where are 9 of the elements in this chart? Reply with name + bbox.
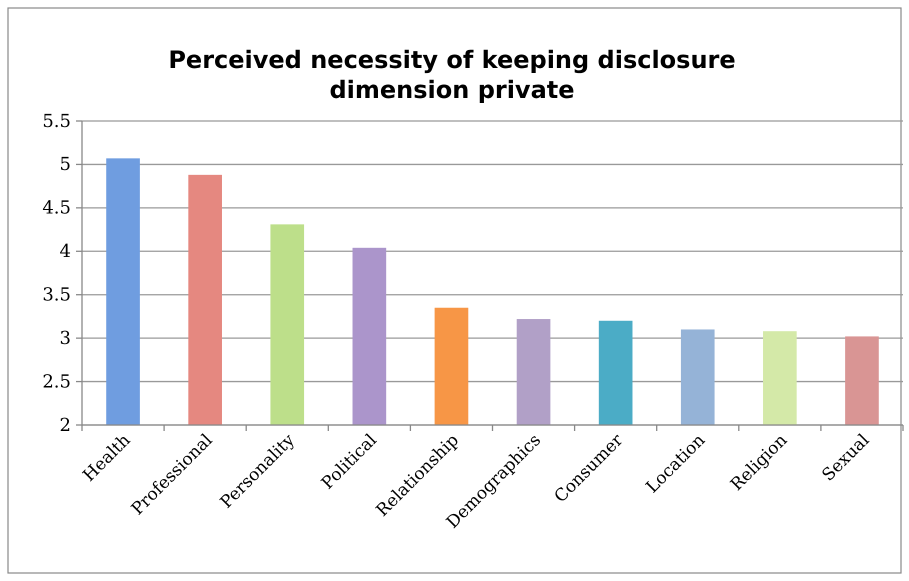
y-tick-label: 3.5 [42,284,71,306]
y-tick-label: 2.5 [42,371,71,392]
y-tick-label: 2 [60,414,71,436]
y-tick-label: 4 [60,241,71,262]
y-tick-label: 3 [60,328,71,349]
y-tick-label: 5.5 [42,110,71,132]
y-tick-label: 4.5 [42,198,71,219]
y-tick-label: 5 [60,154,71,176]
chart-title: Perceived necessity of keeping disclosure dimension private [168,46,736,104]
